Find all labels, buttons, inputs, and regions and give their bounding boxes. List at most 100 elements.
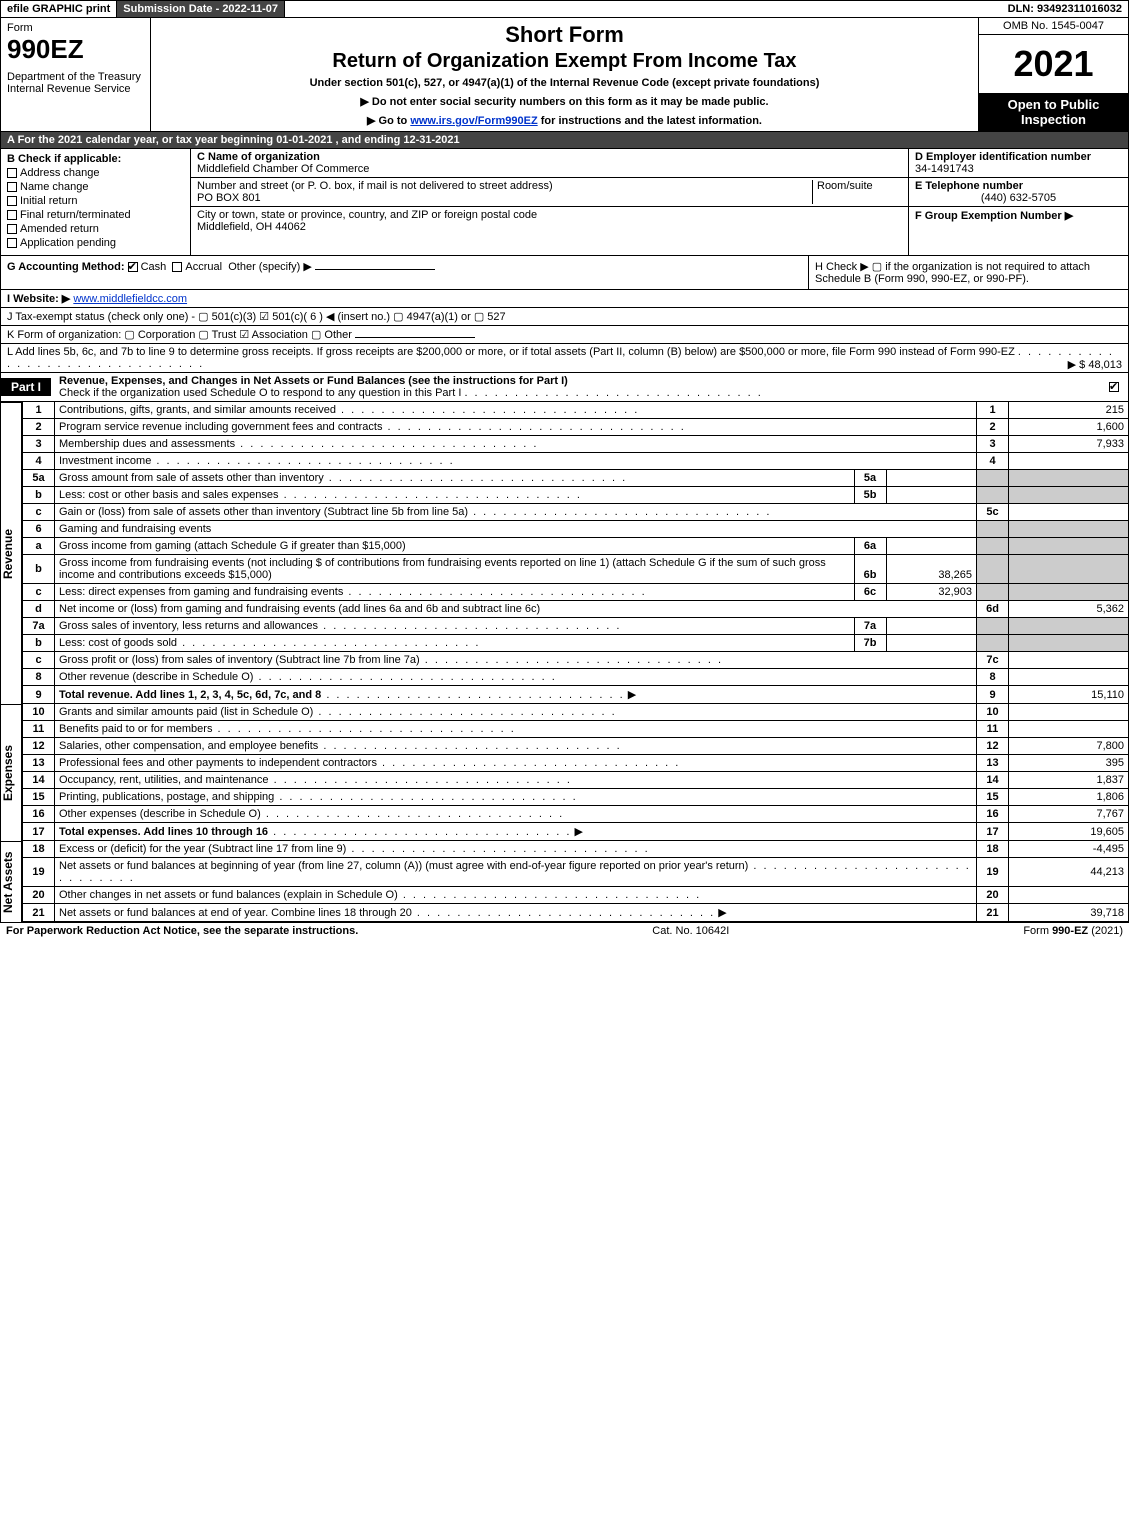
line-6d: dNet income or (loss) from gaming and fu…	[23, 601, 1129, 618]
subtitle: Under section 501(c), 527, or 4947(a)(1)…	[159, 77, 970, 89]
open-to-public-badge: Open to Public Inspection	[979, 93, 1128, 131]
g-other-input[interactable]	[315, 269, 435, 270]
section-b: B Check if applicable: Address change Na…	[1, 149, 191, 255]
chk-application-pending[interactable]: Application pending	[7, 237, 184, 249]
header-right: OMB No. 1545-0047 2021 Open to Public In…	[978, 18, 1128, 131]
revenue-section: Revenue 1Contributions, gifts, grants, a…	[0, 402, 1129, 704]
chk-amended-return[interactable]: Amended return	[7, 223, 184, 235]
line-7b: bLess: cost of goods sold7b	[23, 635, 1129, 652]
form-number: 990EZ	[7, 34, 144, 65]
revenue-vlabel: Revenue	[0, 402, 22, 704]
line-3: 3Membership dues and assessments37,933	[23, 436, 1129, 453]
line-7a: 7aGross sales of inventory, less returns…	[23, 618, 1129, 635]
line-18: 18Excess or (deficit) for the year (Subt…	[23, 841, 1129, 858]
line-6: 6Gaming and fundraising events	[23, 521, 1129, 538]
form-header: Form 990EZ Department of the Treasury In…	[0, 18, 1129, 132]
section-h: H Check ▶ ▢ if the organization is not r…	[808, 256, 1128, 289]
org-name: Middlefield Chamber Of Commerce	[197, 163, 902, 175]
page-footer: For Paperwork Reduction Act Notice, see …	[0, 922, 1129, 939]
line-4: 4Investment income4	[23, 453, 1129, 470]
f-group-exemption: F Group Exemption Number ▶	[915, 209, 1122, 222]
netassets-section: Net Assets 18Excess or (deficit) for the…	[0, 841, 1129, 922]
line-16: 16Other expenses (describe in Schedule O…	[23, 806, 1129, 823]
revenue-table: 1Contributions, gifts, grants, and simil…	[22, 402, 1129, 704]
c-addr-label: Number and street (or P. O. box, if mail…	[197, 180, 812, 192]
section-c: C Name of organization Middlefield Chamb…	[191, 149, 908, 255]
chk-accrual[interactable]	[172, 262, 182, 272]
row-i-website: I Website: ▶ www.middlefieldcc.com	[0, 290, 1129, 308]
l-amount: ▶ $ 48,013	[1068, 358, 1122, 371]
part-i-title: Revenue, Expenses, and Changes in Net As…	[51, 373, 1103, 401]
b-label: B Check if applicable:	[7, 153, 121, 165]
line-12: 12Salaries, other compensation, and empl…	[23, 738, 1129, 755]
phone-value: (440) 632-5705	[915, 192, 1122, 204]
header-mid: Short Form Return of Organization Exempt…	[151, 18, 978, 131]
omb-number: OMB No. 1545-0047	[979, 18, 1128, 35]
line-5a: 5aGross amount from sale of assets other…	[23, 470, 1129, 487]
line-17: 17Total expenses. Add lines 10 through 1…	[23, 823, 1129, 841]
part-i-tag: Part I	[1, 378, 51, 396]
row-a-calendar-year: A For the 2021 calendar year, or tax yea…	[0, 132, 1129, 149]
netassets-table: 18Excess or (deficit) for the year (Subt…	[22, 841, 1129, 922]
row-j-tax-exempt: J Tax-exempt status (check only one) - ▢…	[0, 308, 1129, 326]
netassets-vlabel: Net Assets	[0, 841, 22, 922]
footer-right: Form 990-EZ (2021)	[1023, 925, 1123, 937]
c-name-label: C Name of organization	[197, 151, 320, 163]
line-5c: cGain or (loss) from sale of assets othe…	[23, 504, 1129, 521]
website-link[interactable]: www.middlefieldcc.com	[73, 293, 187, 305]
efile-print[interactable]: efile GRAPHIC print	[1, 1, 117, 17]
k-other-input[interactable]	[355, 337, 475, 338]
room-suite-label: Room/suite	[812, 180, 902, 204]
note-goto: ▶ Go to www.irs.gov/Form990EZ for instru…	[159, 114, 970, 127]
chk-cash[interactable]	[128, 262, 138, 272]
title-return: Return of Organization Exempt From Incom…	[159, 50, 970, 73]
k-text: K Form of organization: ▢ Corporation ▢ …	[7, 329, 352, 341]
line-1: 1Contributions, gifts, grants, and simil…	[23, 402, 1129, 419]
line-6a: aGross income from gaming (attach Schedu…	[23, 538, 1129, 555]
row-k-form-of-org: K Form of organization: ▢ Corporation ▢ …	[0, 326, 1129, 344]
chk-initial-return[interactable]: Initial return	[7, 195, 184, 207]
dln: DLN: 93492311016032	[1002, 1, 1128, 17]
section-def: D Employer identification number 34-1491…	[908, 149, 1128, 255]
dept-treasury: Department of the Treasury Internal Reve…	[7, 71, 144, 95]
section-g: G Accounting Method: Cash Accrual Other …	[1, 256, 808, 289]
tax-year: 2021	[979, 35, 1128, 93]
g-label: G Accounting Method:	[7, 261, 125, 273]
chk-name-change[interactable]: Name change	[7, 181, 184, 193]
line-20: 20Other changes in net assets or fund ba…	[23, 887, 1129, 904]
d-ein-label: D Employer identification number	[915, 151, 1122, 163]
part-i-header: Part I Revenue, Expenses, and Changes in…	[0, 373, 1129, 402]
i-label: I Website: ▶	[7, 293, 70, 305]
form-word: Form	[7, 22, 144, 34]
block-b-c-def: B Check if applicable: Address change Na…	[0, 149, 1129, 256]
note-ssn: ▶ Do not enter social security numbers o…	[159, 95, 970, 108]
line-10: 10Grants and similar amounts paid (list …	[23, 704, 1129, 721]
footer-left: For Paperwork Reduction Act Notice, see …	[6, 925, 358, 937]
title-short-form: Short Form	[159, 22, 970, 48]
row-g-h: G Accounting Method: Cash Accrual Other …	[0, 256, 1129, 290]
expenses-table: 10Grants and similar amounts paid (list …	[22, 704, 1129, 841]
line-19: 19Net assets or fund balances at beginni…	[23, 858, 1129, 887]
part-i-checkbox[interactable]	[1103, 379, 1128, 395]
line-14: 14Occupancy, rent, utilities, and mainte…	[23, 772, 1129, 789]
row-l-gross-receipts: L Add lines 5b, 6c, and 7b to line 9 to …	[0, 344, 1129, 373]
chk-final-return[interactable]: Final return/terminated	[7, 209, 184, 221]
line-2: 2Program service revenue including gover…	[23, 419, 1129, 436]
footer-cat-no: Cat. No. 10642I	[652, 925, 729, 937]
irs-link[interactable]: www.irs.gov/Form990EZ	[410, 115, 537, 127]
expenses-vlabel: Expenses	[0, 704, 22, 841]
chk-address-change[interactable]: Address change	[7, 167, 184, 179]
org-city: Middlefield, OH 44062	[197, 221, 902, 233]
line-5b: bLess: cost or other basis and sales exp…	[23, 487, 1129, 504]
l-text: L Add lines 5b, 6c, and 7b to line 9 to …	[7, 346, 1015, 358]
org-address: PO BOX 801	[197, 192, 812, 204]
top-bar: efile GRAPHIC print Submission Date - 20…	[0, 0, 1129, 18]
g-other: Other (specify) ▶	[228, 261, 312, 273]
submission-date: Submission Date - 2022-11-07	[117, 1, 285, 17]
line-6b: bGross income from fundraising events (n…	[23, 555, 1129, 584]
line-15: 15Printing, publications, postage, and s…	[23, 789, 1129, 806]
line-13: 13Professional fees and other payments t…	[23, 755, 1129, 772]
line-7c: cGross profit or (loss) from sales of in…	[23, 652, 1129, 669]
c-city-label: City or town, state or province, country…	[197, 209, 902, 221]
header-left: Form 990EZ Department of the Treasury In…	[1, 18, 151, 131]
